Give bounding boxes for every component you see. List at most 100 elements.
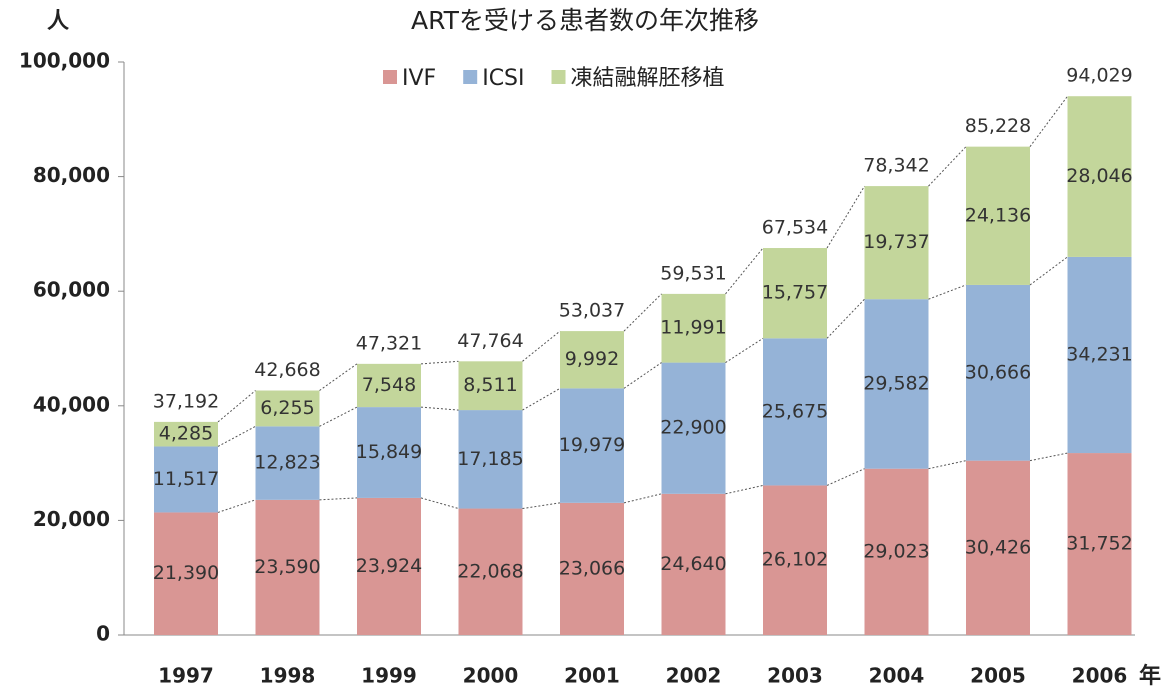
y-tick-label: 40,000: [33, 392, 110, 416]
data-label: 22,068: [457, 560, 523, 582]
bar-segment: [763, 338, 827, 486]
connector: [217, 390, 256, 423]
bar-segment: [154, 512, 218, 635]
y-axis-label: 人: [47, 9, 69, 34]
data-label: 7,548: [362, 374, 416, 396]
legend-label: ICSI: [482, 66, 524, 91]
bar-segment: [458, 508, 523, 635]
chart-title: ARTを受ける患者数の年次推移: [411, 6, 759, 35]
connector: [1029, 256, 1068, 286]
connector: [928, 146, 967, 187]
connector: [725, 484, 764, 495]
total-label: 59,531: [660, 262, 726, 284]
x-tick-label: 2004: [869, 664, 925, 688]
y-tick-label: 100,000: [19, 49, 110, 73]
total-label: 85,228: [965, 115, 1031, 137]
data-label: 25,675: [762, 400, 828, 422]
data-label: 6,255: [260, 397, 314, 419]
x-tick-label: 2005: [970, 664, 1026, 688]
bar-segment: [357, 407, 421, 498]
data-label: 21,390: [153, 562, 219, 584]
bar-segment: [154, 446, 218, 513]
connector: [623, 362, 662, 389]
connector: [623, 293, 662, 332]
connector: [319, 406, 358, 427]
y-tick-label: 20,000: [33, 507, 110, 531]
data-label: 19,737: [863, 231, 929, 253]
connector: [1029, 452, 1068, 462]
data-label: 28,046: [1066, 165, 1132, 187]
bar-segment: [966, 284, 1030, 461]
total-label: 47,764: [457, 330, 523, 352]
bar-segment: [1067, 453, 1132, 635]
y-tick-label: 60,000: [33, 278, 110, 302]
total-label: 67,534: [762, 217, 828, 239]
bar-segment: [255, 499, 320, 635]
x-tick-label: 2002: [666, 664, 722, 688]
bar-segment: [560, 331, 624, 389]
y-tick-label: 80,000: [33, 163, 110, 187]
data-label: 12,823: [254, 452, 320, 474]
data-label: 26,102: [762, 549, 828, 571]
x-tick-label: 2006: [1072, 664, 1128, 688]
total-label: 94,029: [1066, 65, 1132, 87]
connector: [420, 360, 459, 365]
data-label: 23,924: [356, 555, 422, 577]
data-label: 29,023: [863, 540, 929, 562]
bar-segment: [357, 363, 421, 408]
connector: [826, 468, 865, 486]
bar-segment: [661, 362, 726, 494]
total-label: 78,342: [863, 155, 929, 177]
connector: [522, 502, 561, 510]
connector: [725, 337, 764, 364]
data-label: 15,757: [762, 282, 828, 304]
bar-segment: [763, 485, 827, 635]
total-label: 37,192: [153, 390, 219, 412]
data-label: 11,517: [153, 468, 219, 490]
connector: [826, 298, 865, 339]
bar-segment: [560, 388, 624, 503]
data-label: 8,511: [463, 374, 517, 396]
data-label: 19,979: [559, 434, 625, 456]
connector: [928, 460, 967, 470]
x-axis-label: 年: [1139, 663, 1161, 689]
x-tick-label: 2001: [564, 664, 620, 688]
data-label: 24,136: [965, 204, 1031, 226]
data-label: 24,640: [660, 553, 726, 575]
legend-swatch: [463, 70, 478, 84]
data-label: 30,666: [965, 361, 1031, 383]
x-tick-label: 2003: [767, 664, 823, 688]
connector: [217, 499, 256, 513]
bar-segment: [357, 497, 421, 635]
legend-swatch: [383, 70, 397, 84]
connector: [319, 497, 358, 501]
connector: [217, 425, 256, 447]
connector: [623, 493, 662, 504]
data-label: 22,900: [660, 417, 726, 439]
connector: [928, 284, 967, 300]
connector: [319, 363, 358, 391]
bar-segment: [864, 186, 929, 300]
bar-segment: [458, 361, 523, 411]
connector: [1029, 95, 1068, 147]
bar-segment: [763, 248, 827, 339]
data-label: 23,066: [559, 557, 625, 579]
legend-label: 凍結融解胚移植: [571, 66, 725, 91]
bar-segment: [1067, 96, 1132, 257]
bar-segment: [864, 299, 929, 469]
connector: [725, 247, 764, 295]
connector: [826, 185, 865, 249]
data-label: 34,231: [1066, 343, 1132, 365]
bar-segment: [966, 146, 1030, 285]
data-label: 15,849: [356, 441, 422, 463]
data-label: 29,582: [863, 372, 929, 394]
x-tick-label: 1997: [158, 664, 214, 688]
total-label: 47,321: [356, 332, 422, 354]
bar-segment: [864, 468, 929, 635]
connector: [420, 406, 459, 411]
total-label: 53,037: [559, 300, 625, 322]
data-label: 31,752: [1066, 533, 1132, 555]
x-tick-label: 1999: [361, 664, 417, 688]
x-tick-label: 2000: [463, 664, 519, 688]
bar-segment: [255, 390, 320, 427]
